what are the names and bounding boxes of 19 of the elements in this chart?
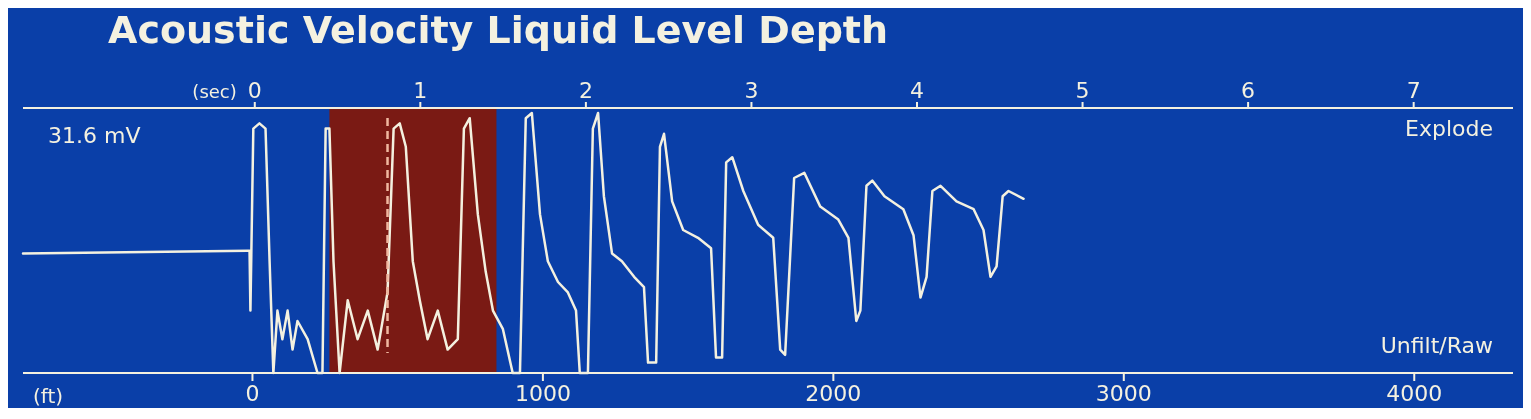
- x-axis-title: (ft): [32, 384, 64, 408]
- x2-tick-label: 6: [1241, 78, 1256, 103]
- x2-tick-label: 5: [1075, 78, 1090, 103]
- x-tick-label: 4000: [1386, 381, 1443, 406]
- x2-tick-label: 4: [910, 78, 924, 103]
- x-tick-label: 1000: [514, 381, 571, 406]
- x2-axis-title: (sec): [192, 81, 237, 102]
- chart-title: Acoustic Velocity Liquid Level Depth: [108, 8, 889, 52]
- x2-tick-label: 7: [1406, 78, 1421, 103]
- x-tick-label: 0: [245, 381, 260, 406]
- annotation: Unfilt/Raw: [1380, 333, 1493, 358]
- x2-tick-label: 1: [413, 78, 428, 103]
- x2-tick-label: 2: [578, 78, 593, 103]
- x-tick-label: 3000: [1095, 381, 1152, 406]
- annotation: 31.6 mV: [48, 123, 141, 148]
- x-tick-label: 2000: [805, 381, 862, 406]
- x2-tick-label: 3: [744, 78, 759, 103]
- x2-tick-label: 0: [247, 78, 262, 103]
- annotation: Explode: [1405, 116, 1493, 141]
